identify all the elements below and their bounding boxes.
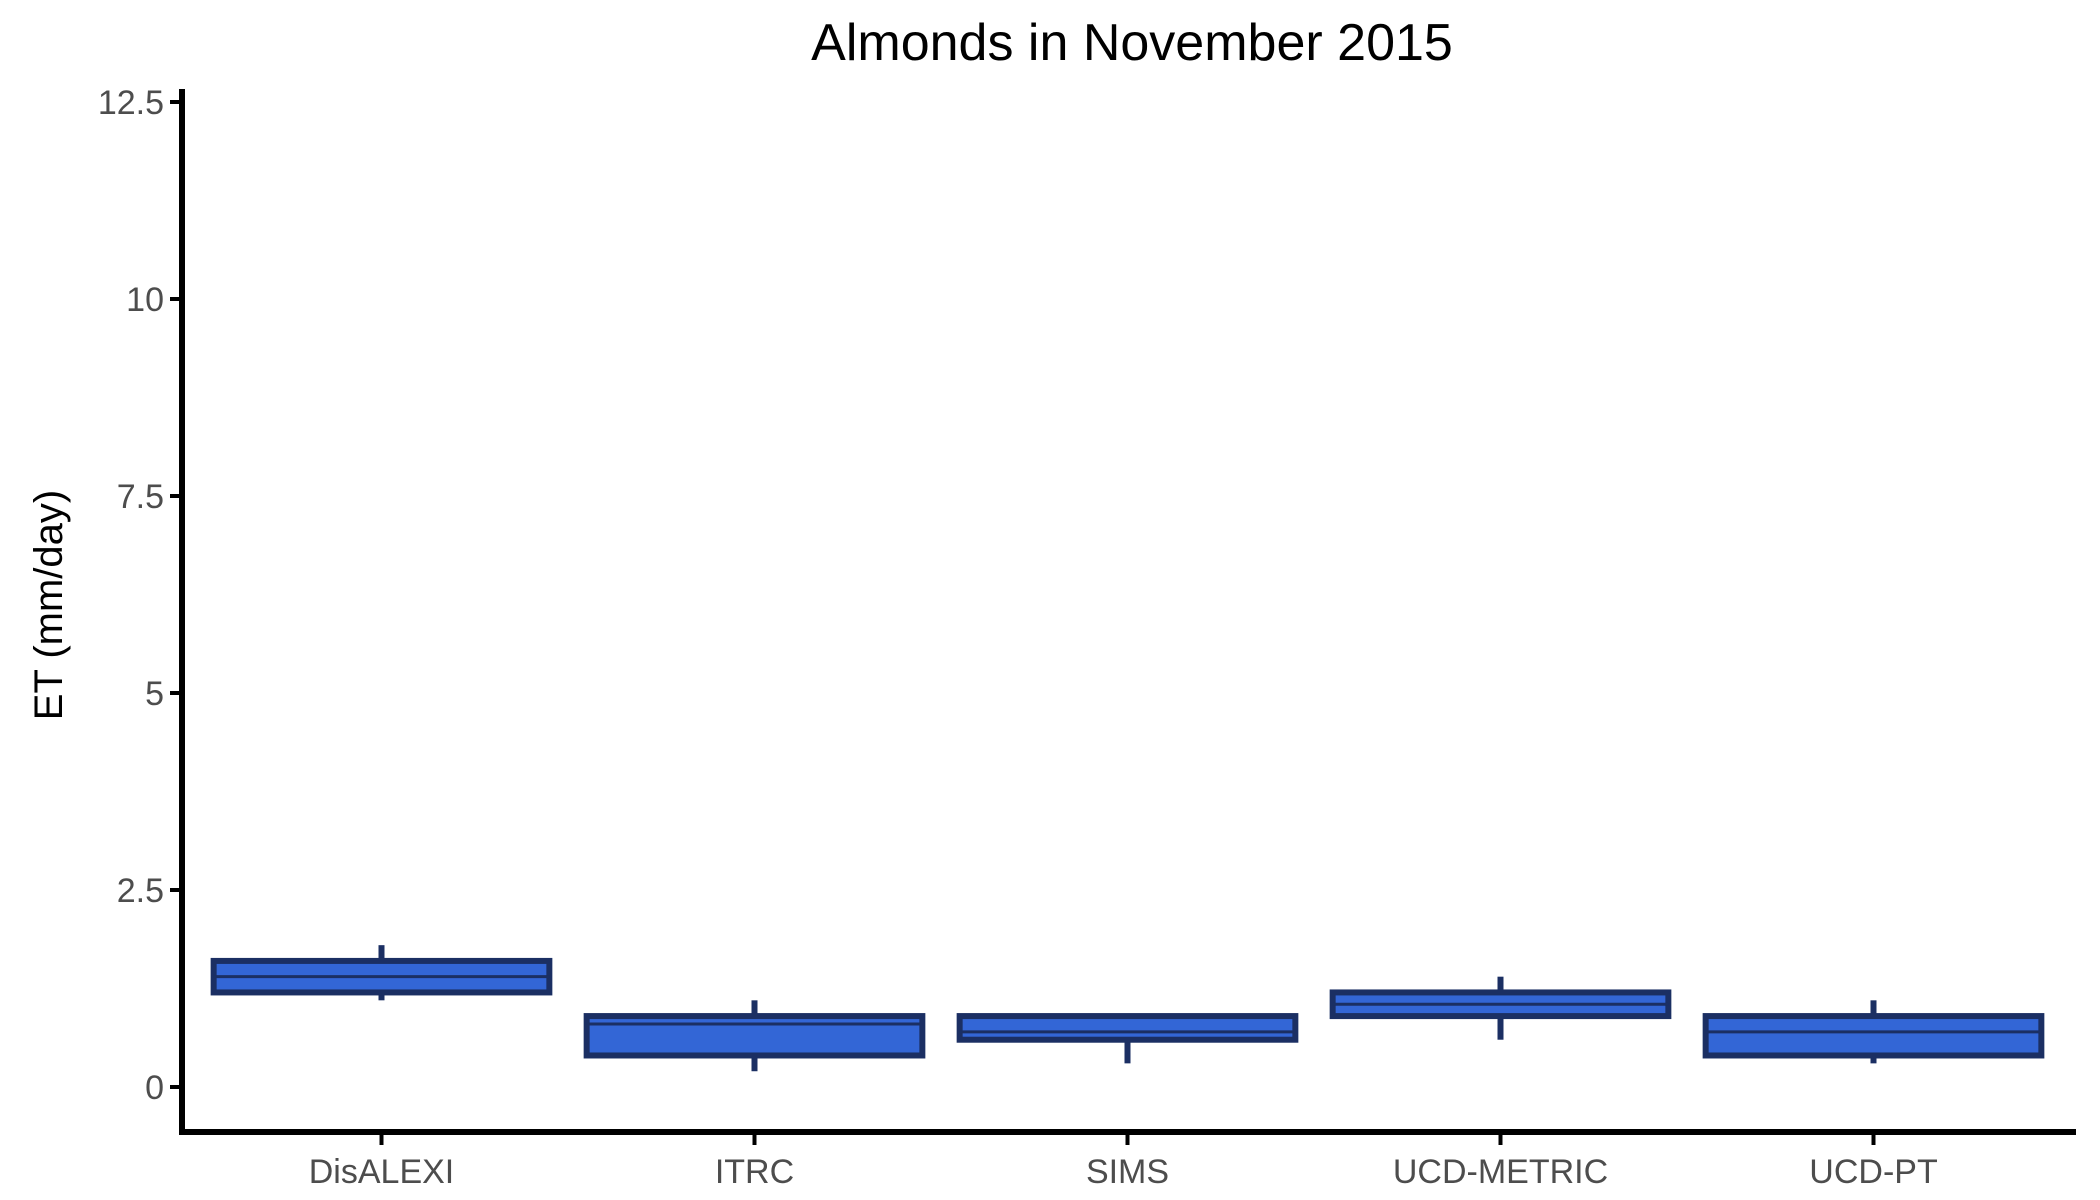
y-tick-label: 2.5 (117, 872, 164, 910)
x-tick-label: UCD-METRIC (1393, 1153, 1608, 1191)
chart-title: Almonds in November 2015 (811, 14, 1453, 72)
x-tick-label: ITRC (715, 1153, 794, 1191)
x-tick-label: DisALEXI (309, 1153, 455, 1191)
x-tick-label: SIMS (1086, 1153, 1169, 1191)
plot-area: 0 2.5 5 7.5 10 12.5 DisALEXI ITRC SIMS UCD-METRIC… (98, 84, 2045, 1191)
y-tick-label: 10 (126, 281, 164, 319)
y-tick-label: 12.5 (98, 84, 164, 122)
x-tick-label: UCD-PT (1809, 1153, 1937, 1191)
box-sims (956, 1013, 1299, 1043)
y-tick-label: 5 (145, 675, 164, 713)
y-axis-label: ET (mm/day) (27, 490, 71, 720)
box-itrc (583, 1013, 926, 1059)
y-tick-label: 0 (145, 1069, 164, 1107)
y-tick-label: 7.5 (117, 478, 164, 516)
box-ucd-pt (1702, 1013, 2045, 1059)
